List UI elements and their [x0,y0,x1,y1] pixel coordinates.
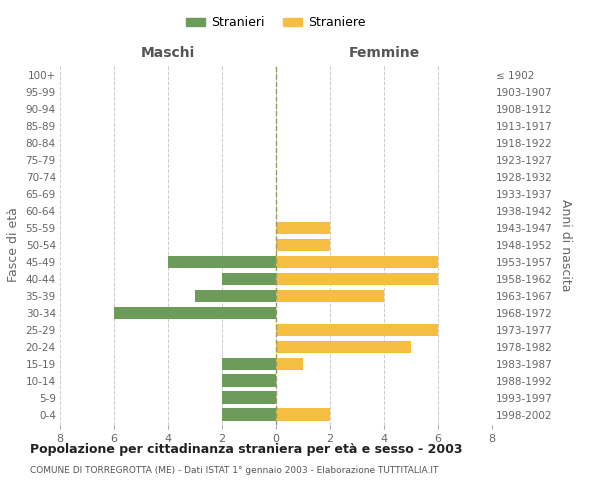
Bar [276,272,438,285]
Bar [222,374,276,387]
Bar [276,238,330,252]
Bar [276,290,384,302]
Bar [222,392,276,404]
Bar [276,408,330,421]
Bar [222,358,276,370]
Text: Maschi: Maschi [141,46,195,60]
Text: COMUNE DI TORREGROTTA (ME) - Dati ISTAT 1° gennaio 2003 - Elaborazione TUTTITALI: COMUNE DI TORREGROTTA (ME) - Dati ISTAT … [30,466,439,475]
Y-axis label: Anni di nascita: Anni di nascita [559,198,572,291]
Bar [276,324,438,336]
Text: Popolazione per cittadinanza straniera per età e sesso - 2003: Popolazione per cittadinanza straniera p… [30,442,463,456]
Bar [195,290,276,302]
Y-axis label: Fasce di età: Fasce di età [7,208,20,282]
Text: Femmine: Femmine [349,46,419,60]
Bar [276,256,438,268]
Bar [276,340,411,353]
Bar [276,222,330,234]
Bar [168,256,276,268]
Bar [276,358,303,370]
Bar [114,306,276,320]
Legend: Stranieri, Straniere: Stranieri, Straniere [181,11,371,34]
Bar [222,272,276,285]
Bar [222,408,276,421]
